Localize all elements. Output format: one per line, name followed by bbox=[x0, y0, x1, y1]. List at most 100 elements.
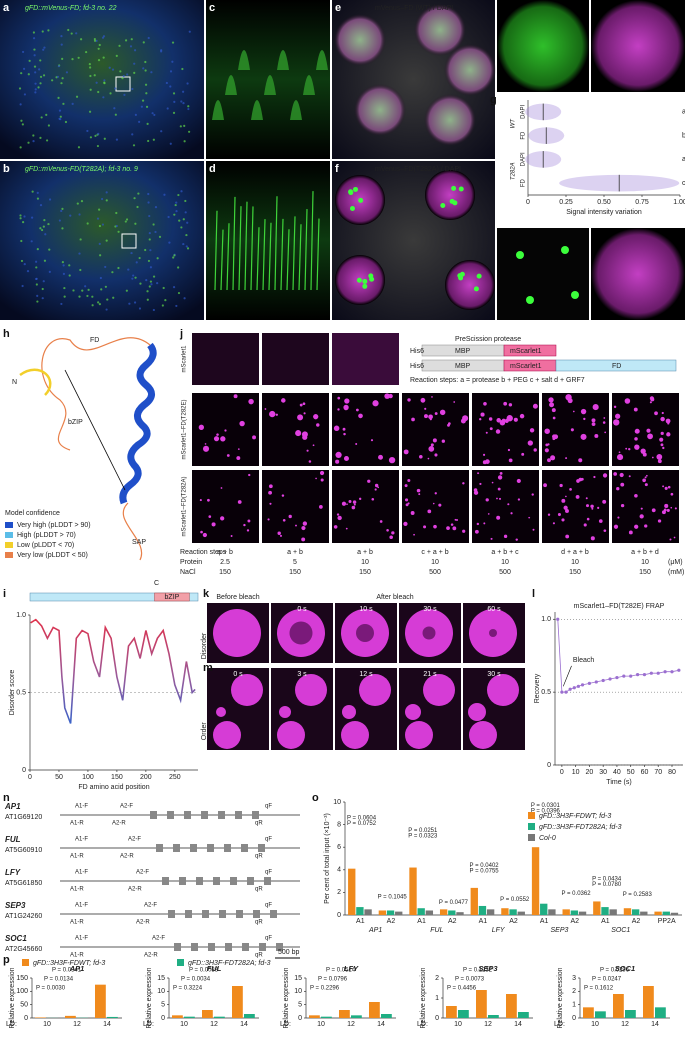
y-tick-label: 0 bbox=[435, 1015, 439, 1022]
y-tick-label: 5 bbox=[161, 1002, 165, 1009]
bar bbox=[562, 909, 570, 915]
legend-label: Very high (pLDDT > 90) bbox=[17, 522, 91, 529]
primer-label: A2-R bbox=[136, 920, 150, 926]
bar bbox=[184, 1016, 195, 1018]
cell bbox=[154, 206, 158, 209]
droplet bbox=[355, 442, 358, 445]
inset-box bbox=[121, 233, 137, 249]
cell bbox=[180, 100, 183, 103]
droplet bbox=[504, 418, 509, 424]
bar bbox=[548, 909, 556, 915]
p-value: P = 0.0477 bbox=[439, 900, 469, 906]
cell bbox=[32, 140, 35, 143]
bar bbox=[356, 907, 364, 915]
image-e-green bbox=[497, 0, 589, 92]
droplet bbox=[430, 443, 434, 447]
cell bbox=[151, 112, 154, 115]
cell bbox=[60, 302, 63, 306]
droplet bbox=[345, 527, 348, 530]
panel-letter: b bbox=[3, 163, 10, 175]
droplet bbox=[319, 505, 323, 509]
droplet bbox=[640, 448, 646, 454]
droplet bbox=[592, 404, 599, 411]
cell bbox=[30, 240, 33, 243]
cell bbox=[104, 265, 107, 269]
x-tick-label: 80 bbox=[668, 769, 676, 776]
droplet bbox=[666, 432, 671, 437]
cell bbox=[61, 227, 64, 230]
droplet bbox=[485, 431, 488, 434]
droplet bbox=[498, 497, 502, 500]
droplet bbox=[488, 417, 493, 421]
cell bbox=[68, 264, 71, 267]
x-tick-label: A1 bbox=[601, 918, 610, 925]
droplet bbox=[620, 482, 625, 487]
droplet bbox=[670, 492, 674, 496]
droplet bbox=[233, 394, 238, 399]
cell bbox=[31, 190, 34, 193]
table-cell: 10 bbox=[431, 559, 439, 566]
cell bbox=[147, 36, 150, 40]
category-label: FD bbox=[521, 131, 527, 140]
primer-label: A2-R bbox=[128, 887, 142, 893]
droplet bbox=[405, 503, 409, 507]
bar bbox=[458, 1010, 469, 1018]
label: MBP bbox=[455, 363, 471, 370]
droplet bbox=[552, 522, 555, 525]
exon bbox=[202, 910, 209, 918]
structure-label: FD bbox=[90, 337, 99, 344]
droplet bbox=[547, 513, 551, 516]
cell bbox=[146, 290, 149, 293]
cell bbox=[156, 257, 159, 260]
structure-label: SAP bbox=[132, 539, 146, 546]
droplet bbox=[462, 482, 465, 485]
cell bbox=[72, 289, 75, 292]
data-point bbox=[560, 690, 564, 694]
primer-label: qF bbox=[265, 903, 272, 909]
cell bbox=[131, 87, 134, 91]
exon bbox=[218, 811, 225, 819]
exon bbox=[162, 877, 169, 885]
panel-letter: g bbox=[490, 94, 497, 106]
group-label: WT bbox=[511, 118, 517, 129]
cell bbox=[172, 111, 176, 115]
cell bbox=[103, 79, 106, 82]
primer-label: A1-F bbox=[75, 936, 88, 942]
cell bbox=[47, 222, 50, 226]
droplet bbox=[213, 609, 261, 657]
cell bbox=[175, 201, 178, 204]
spike bbox=[232, 196, 236, 291]
p-value: P = 0.1612 bbox=[584, 986, 614, 992]
cell bbox=[144, 69, 147, 72]
droplet bbox=[355, 408, 359, 412]
droplet bbox=[656, 454, 663, 460]
droplet bbox=[275, 413, 278, 416]
droplet bbox=[585, 504, 590, 508]
droplet bbox=[616, 487, 620, 491]
speckle bbox=[571, 291, 579, 299]
image-b bbox=[0, 161, 204, 320]
droplet bbox=[277, 531, 281, 535]
chart-title: FUL bbox=[207, 964, 222, 973]
cell bbox=[164, 299, 167, 302]
surface-peak bbox=[303, 75, 315, 95]
cell bbox=[152, 138, 155, 141]
cell bbox=[93, 74, 96, 77]
table-row-label: NaCl bbox=[180, 569, 196, 576]
droplet bbox=[521, 452, 525, 456]
bar bbox=[625, 1010, 636, 1018]
droplet bbox=[663, 508, 667, 512]
cell bbox=[59, 115, 62, 118]
droplet bbox=[431, 396, 433, 398]
exon bbox=[174, 943, 181, 951]
droplet bbox=[583, 417, 586, 421]
droplet bbox=[420, 397, 426, 403]
x-axis-label: FD amino acid position bbox=[78, 784, 149, 791]
surface-peak bbox=[225, 75, 237, 95]
cell bbox=[126, 73, 129, 76]
y-axis-label: Disorder score bbox=[9, 670, 16, 716]
axis-annotation: Order bbox=[201, 722, 208, 741]
droplet bbox=[343, 456, 349, 462]
legend-swatch bbox=[177, 959, 184, 966]
exon bbox=[196, 877, 203, 885]
